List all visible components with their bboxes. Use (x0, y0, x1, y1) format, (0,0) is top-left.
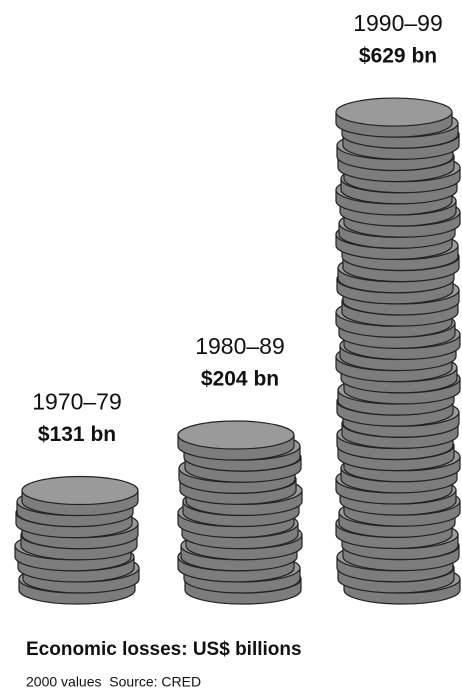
value-label: $204 bn (201, 368, 279, 391)
chart-subtitle: 2000 values Source: CRED (26, 674, 201, 690)
category-label: 1990–99 (353, 10, 443, 36)
chart: Economic losses: US$ billions 2000 value… (0, 0, 462, 695)
category-label: 1970–79 (32, 389, 122, 415)
coin-stack (336, 98, 460, 604)
value-label: $131 bn (38, 423, 116, 446)
chart-title: Economic losses: US$ billions (26, 639, 302, 660)
coin-stack (15, 477, 139, 604)
coin-top (22, 477, 138, 505)
coin-top (178, 421, 294, 449)
coin-stack (178, 421, 302, 604)
page: {"chart_data": {"type": "bar", "title": … (0, 0, 462, 695)
category-label: 1980–89 (195, 333, 285, 359)
value-label: $629 bn (359, 45, 437, 68)
coin-top (336, 98, 452, 126)
